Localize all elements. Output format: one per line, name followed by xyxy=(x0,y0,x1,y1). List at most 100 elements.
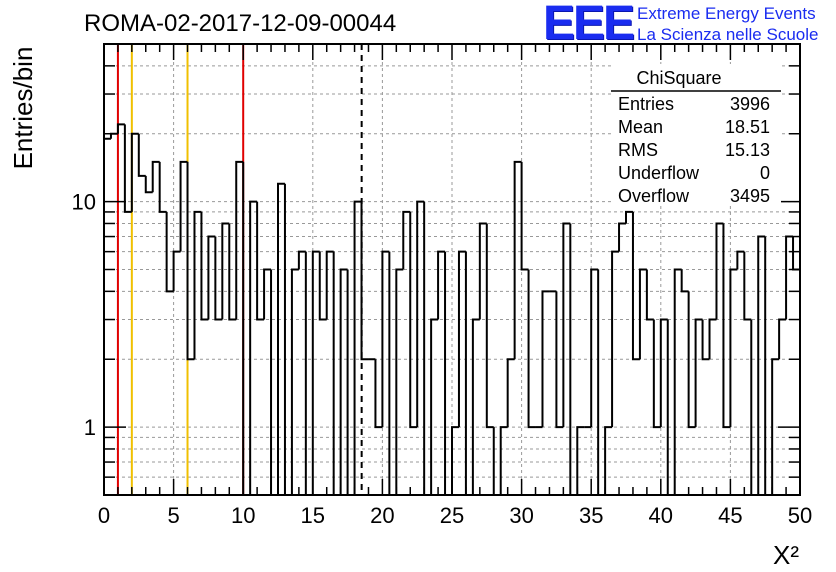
histogram-bin xyxy=(207,235,216,320)
histogram-bin xyxy=(263,268,272,320)
plot-title: ROMA-02-2017-12-09-00044 xyxy=(84,10,397,37)
x-tick-label: 35 xyxy=(579,503,603,528)
y-tick-label: 1 xyxy=(84,415,96,440)
logo-line2: La Scienza nelle Scuole xyxy=(637,25,819,44)
eee-logo: EEE Extreme Energy Events La Scienza nel… xyxy=(543,0,828,50)
histogram-bin xyxy=(457,250,466,428)
stats-value-mean: 18.51 xyxy=(725,117,770,137)
histogram-bin xyxy=(604,426,613,495)
histogram-bin xyxy=(625,210,633,224)
histogram-bin xyxy=(771,358,780,495)
histogram-bin xyxy=(485,223,494,429)
x-tick-label: 25 xyxy=(440,503,464,528)
histogram-bin xyxy=(757,235,766,495)
histogram-bin xyxy=(430,318,439,495)
y-tick-label: 10 xyxy=(72,190,96,215)
histogram-bin xyxy=(451,426,459,495)
histogram-bin xyxy=(193,210,202,360)
stats-label-overflow: Overflow xyxy=(618,186,690,206)
x-tick-label: 20 xyxy=(370,503,394,528)
histogram-bin xyxy=(346,269,355,496)
histogram-bin xyxy=(645,269,654,321)
histogram-bin xyxy=(249,200,258,495)
histogram-bin xyxy=(416,200,425,428)
histogram-bin xyxy=(388,251,397,496)
histogram-bin xyxy=(464,251,473,496)
histogram-bin xyxy=(471,318,480,495)
histogram-bin xyxy=(130,132,139,212)
histogram-bin xyxy=(437,250,446,320)
histogram-bin xyxy=(792,236,800,271)
histogram-bin xyxy=(541,290,550,428)
x-tick-label: 50 xyxy=(788,503,812,528)
histogram-bin xyxy=(109,132,118,139)
histogram-bin xyxy=(221,222,230,320)
stats-value-rms: 15.13 xyxy=(725,140,770,160)
histogram-bin xyxy=(256,201,265,321)
histogram-bin xyxy=(137,133,146,177)
histogram-bin xyxy=(722,223,731,429)
axis-ticks xyxy=(103,43,801,496)
histogram-bin xyxy=(520,161,529,271)
x-tick-label: 30 xyxy=(509,503,533,528)
histogram-bin xyxy=(666,319,675,496)
histogram-bin xyxy=(158,161,167,213)
histogram-bin xyxy=(353,200,362,495)
x-tick-label: 15 xyxy=(301,503,325,528)
histogram-bin xyxy=(555,291,564,429)
histogram-bin xyxy=(144,175,153,194)
logo-mark: EEE xyxy=(543,0,635,50)
histogram-bin xyxy=(694,318,703,428)
histogram-bin xyxy=(631,211,640,361)
x-tick-label: 5 xyxy=(167,503,179,528)
histogram-bin xyxy=(652,319,661,429)
histogram-bin xyxy=(444,251,452,496)
histogram-bin xyxy=(172,250,181,292)
histogram-bin xyxy=(715,222,724,320)
histogram-bin xyxy=(402,210,411,270)
x-tick-label: 40 xyxy=(649,503,673,528)
histogram-bin xyxy=(179,160,188,252)
histogram-bin xyxy=(270,269,278,496)
y-axis-title: Entries/bin xyxy=(8,47,38,170)
histogram-bin xyxy=(680,269,689,293)
histogram-bin xyxy=(151,160,160,193)
histogram-bin xyxy=(736,250,745,270)
histogram-bin xyxy=(304,251,313,496)
x-axis-title: X² xyxy=(773,540,799,570)
histogram-bin xyxy=(228,223,237,321)
histogram-bin xyxy=(277,182,285,495)
histogram-bin xyxy=(381,250,390,428)
stats-value-overflow: 3495 xyxy=(730,186,770,206)
x-tick-label: 45 xyxy=(718,503,742,528)
histogram-bin xyxy=(576,426,585,495)
histogram-bin xyxy=(743,251,752,321)
histogram-bin xyxy=(123,124,132,213)
histogram-bin xyxy=(764,236,773,496)
histogram-bin xyxy=(374,359,383,429)
histogram-bin xyxy=(527,269,536,429)
histogram-bin xyxy=(687,291,696,429)
stats-label-entries: Entries xyxy=(618,94,674,114)
histogram-bin xyxy=(778,318,787,360)
histogram-bin xyxy=(395,268,404,495)
stats-value-entries: 3996 xyxy=(730,94,770,114)
histogram-bin xyxy=(506,358,515,428)
histogram-bin xyxy=(729,268,738,428)
histogram-bin xyxy=(590,268,599,428)
histogram-bin xyxy=(499,426,508,495)
stats-value-underflow: 0 xyxy=(760,163,770,183)
histogram-bin xyxy=(513,160,522,360)
histogram-bin xyxy=(785,235,794,320)
histogram-bin xyxy=(673,268,682,495)
histogram-bin xyxy=(423,201,432,496)
histogram-bin xyxy=(409,211,418,429)
histogram-bin xyxy=(200,211,209,321)
stats-title: ChiSquare xyxy=(636,68,721,88)
histogram-bin xyxy=(562,222,571,428)
histogram-bin xyxy=(311,250,320,495)
histogram-bin xyxy=(701,319,710,361)
histogram-bin xyxy=(235,160,244,320)
histogram-bin xyxy=(165,211,174,293)
